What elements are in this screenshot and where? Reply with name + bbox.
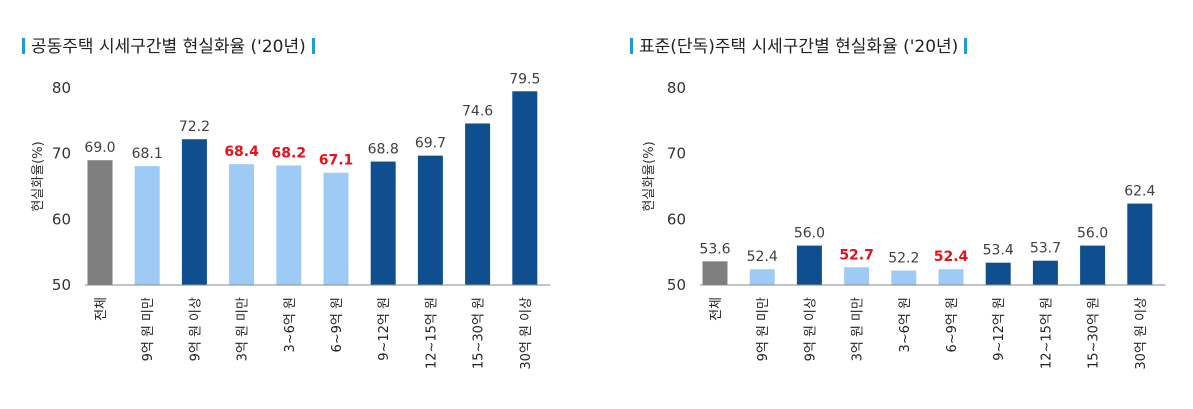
data-label: 69.7: [415, 136, 446, 152]
y-tick-label: 70: [52, 145, 71, 163]
title-accent-bar: [630, 38, 633, 54]
bar: [512, 91, 538, 286]
y-tick-label: 50: [667, 276, 686, 294]
chart-panel-apartment: 공동주택 시세구간별 현실화율 ('20년) 50 60 70 80 현실화율(%) 69…: [16, 32, 551, 370]
bar: [370, 161, 396, 285]
category-label: 15~30억 원: [472, 297, 487, 369]
bar: [891, 270, 917, 285]
y-tick-label: 60: [52, 210, 71, 228]
chart-title-text: 표준(단독)주택 시세구간별 현실화율 ('20년): [639, 37, 959, 57]
category-label: 9억 원 이상: [188, 297, 203, 361]
y-tick-label: 60: [667, 210, 686, 228]
y-tick-label: 80: [52, 79, 71, 97]
data-label: 53.7: [1030, 241, 1061, 257]
category-label: 30억 원 이상: [1134, 297, 1149, 370]
category-label: 3억 원 미만: [236, 297, 251, 361]
data-label: 62.4: [1124, 184, 1155, 200]
data-label: 53.6: [699, 241, 730, 257]
title-accent-bar: [22, 38, 25, 54]
category-label: 6~9억 원: [945, 297, 960, 353]
bar: [323, 172, 349, 285]
data-label: 79.5: [509, 71, 540, 87]
bar: [229, 164, 255, 285]
data-label: 72.2: [179, 119, 210, 135]
bar: [796, 245, 822, 285]
category-label: 12~15억 원: [424, 297, 439, 369]
y-tick-label: 50: [52, 276, 71, 294]
data-label: 68.2: [272, 145, 307, 161]
bar: [134, 166, 160, 285]
category-label: 9억 원 미만: [756, 297, 771, 361]
bar: [87, 160, 113, 285]
data-label: 56.0: [1077, 226, 1108, 242]
data-label: 68.1: [132, 146, 163, 162]
data-label: 52.2: [888, 251, 919, 267]
category-label: 15~30억 원: [1087, 297, 1102, 369]
bar: [1032, 260, 1058, 285]
bar: [702, 261, 728, 285]
category-label: 3~6억 원: [283, 297, 298, 353]
bar: [465, 123, 491, 286]
data-label: 74.6: [462, 103, 493, 119]
bar: [985, 262, 1011, 285]
bar-chart-detached: 50 60 70 80 현실화율(%) 53.6 전체 52.4 9억 원 미만 56.0 9억 원…: [642, 79, 1166, 370]
data-label: 68.8: [368, 142, 399, 158]
y-axis-label: 현실화율(%): [642, 141, 657, 211]
data-label: 67.1: [319, 153, 354, 169]
category-label: 9억 원 미만: [141, 297, 156, 361]
bar: [276, 165, 302, 285]
title-accent-bar: [964, 38, 968, 54]
chart-title-apartment: 공동주택 시세구간별 현실화율 ('20년): [16, 32, 321, 57]
bar-chart-apartment: 50 60 70 80 현실화율(%) 69.0 전체 68.1 9억 원 미만 72.2 9억 원…: [31, 71, 551, 370]
bar: [181, 139, 207, 285]
data-label: 52.7: [839, 247, 874, 263]
category-label: 9억 원 이상: [803, 297, 818, 361]
y-tick-label: 70: [667, 145, 686, 163]
category-label: 9~12억 원: [377, 297, 392, 361]
category-label: 전체: [94, 297, 109, 321]
data-label: 52.4: [747, 249, 778, 265]
data-label: 69.0: [84, 140, 115, 156]
y-tick-label: 80: [667, 79, 686, 97]
category-label: 30억 원 이상: [519, 297, 534, 370]
category-label: 6~9억 원: [330, 297, 345, 353]
category-label: 전체: [709, 297, 724, 321]
bar: [1080, 245, 1106, 285]
chart-title-detached: 표준(단독)주택 시세구간별 현실화율 ('20년): [624, 32, 973, 57]
category-label: 3~6억 원: [898, 297, 913, 353]
data-label: 56.0: [794, 226, 825, 242]
data-label: 52.4: [934, 249, 969, 265]
category-label: 3억 원 미만: [851, 297, 866, 361]
data-label: 53.4: [983, 243, 1014, 259]
category-label: 12~15억 원: [1039, 297, 1054, 369]
bar: [938, 269, 964, 285]
chart-title-text: 공동주택 시세구간별 현실화율 ('20년): [31, 37, 306, 57]
title-accent-bar: [311, 38, 315, 54]
bar: [1127, 203, 1153, 285]
chart-panel-detached: 표준(단독)주택 시세구간별 현실화율 ('20년) 50 60 70 80 현실화율(…: [612, 0, 1193, 409]
bar: [749, 269, 775, 285]
bar: [417, 155, 443, 285]
bar: [844, 267, 870, 285]
data-label: 68.4: [224, 144, 259, 160]
category-label: 9~12억 원: [992, 297, 1007, 361]
y-axis-label: 현실화율(%): [31, 141, 46, 211]
